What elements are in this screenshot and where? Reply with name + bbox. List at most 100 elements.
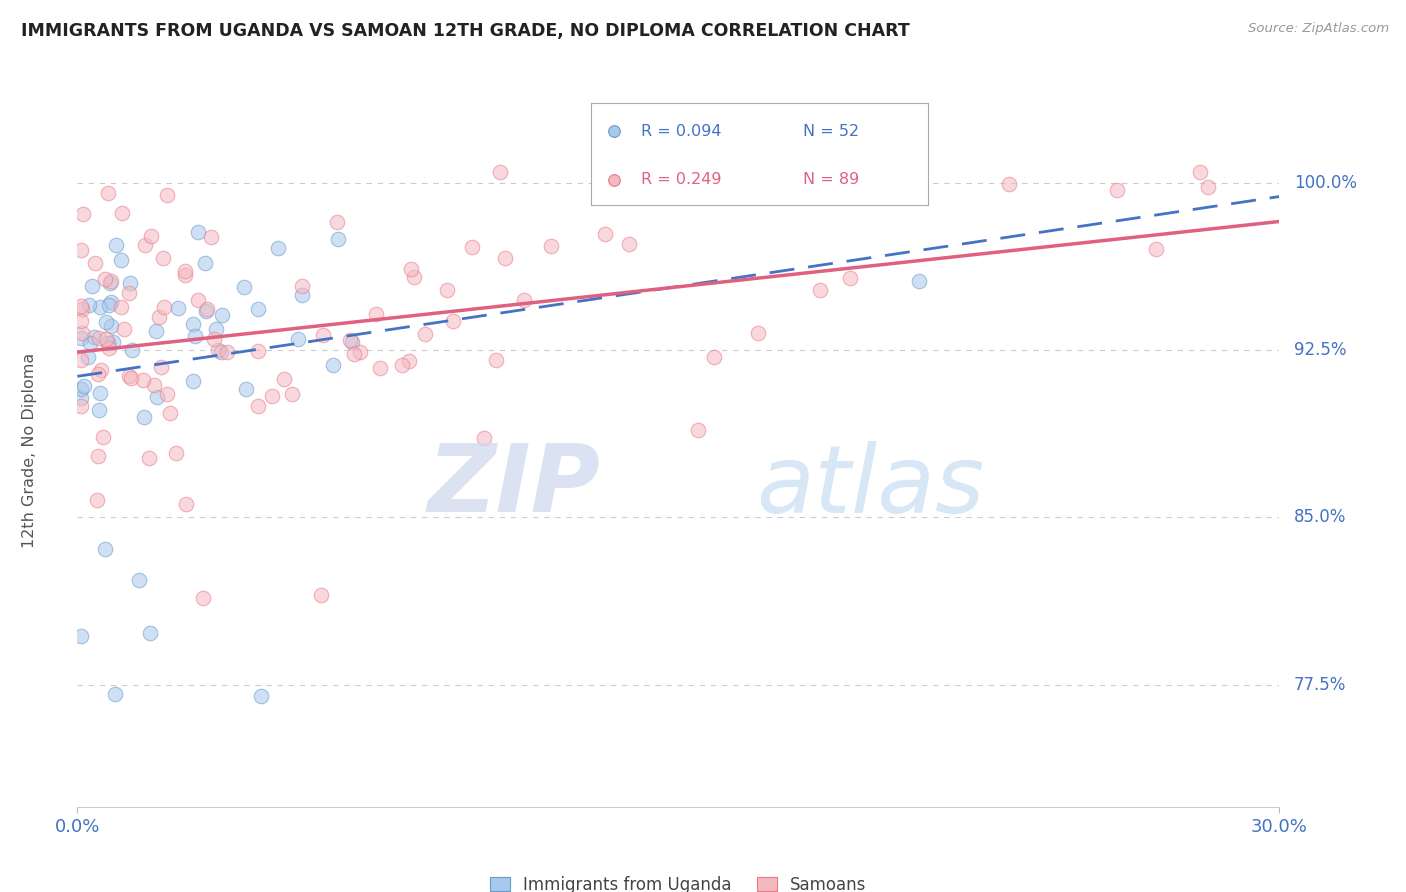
Point [70,628,93,642]
Point [94,271,117,285]
Point [139,626,162,640]
Point [184,328,207,343]
Legend: Immigrants from Uganda, Samoans: Immigrants from Uganda, Samoans [484,869,873,892]
Point [235,382,257,396]
Point [181,318,204,332]
Point [87,449,110,463]
Point [98,277,121,291]
Text: N = 89: N = 89 [803,172,859,187]
Point [110,252,132,267]
Point [89,402,111,417]
Point [96,314,118,328]
Point [472,431,495,445]
Point [89,300,111,314]
Point [211,308,233,322]
Point [110,300,132,314]
Point [322,358,344,372]
Point [441,313,464,327]
Point [998,177,1021,191]
Point [87,331,110,345]
Point [79,335,101,350]
Text: 92.5%: 92.5% [1294,341,1347,359]
Text: R = 0.094: R = 0.094 [641,124,721,139]
Point [747,326,769,340]
Point [159,406,181,420]
Point [460,240,482,254]
Point [77,350,100,364]
Point [207,343,229,358]
Point [104,237,127,252]
Point [593,227,616,241]
Point [194,256,217,270]
Point [808,283,831,297]
Point [326,232,349,246]
Point [209,344,232,359]
Point [399,262,422,277]
Point [326,215,349,229]
Point [391,358,413,372]
Point [70,331,93,345]
Point [70,314,93,328]
Point [398,354,420,368]
Point [146,390,169,404]
Text: Source: ZipAtlas.com: Source: ZipAtlas.com [1249,22,1389,36]
Point [118,286,141,301]
Text: IMMIGRANTS FROM UGANDA VS SAMOAN 12TH GRADE, NO DIPLOMA CORRELATION CHART: IMMIGRANTS FROM UGANDA VS SAMOAN 12TH GR… [21,22,910,40]
Point [370,361,392,376]
Point [489,165,512,179]
Point [149,360,172,375]
Point [267,241,290,255]
Point [200,230,222,244]
Point [110,205,132,219]
Point [94,333,117,347]
Point [132,373,155,387]
Point [195,301,218,316]
Point [349,345,371,359]
Point [436,283,458,297]
Point [513,293,536,307]
Point [686,423,709,437]
Point [339,334,361,348]
Point [84,256,107,270]
Point [247,343,270,358]
Point [703,350,725,364]
Point [70,243,93,257]
Text: 100.0%: 100.0% [1294,174,1357,192]
Point [103,687,125,701]
Point [145,324,167,338]
Point [134,238,156,252]
Point [494,251,516,265]
Point [364,307,387,321]
Point [250,689,273,703]
Point [262,389,284,403]
Point [70,302,93,317]
Point [70,326,93,340]
Point [603,124,626,138]
Point [402,269,425,284]
Point [484,352,506,367]
Point [174,497,197,511]
Point [287,332,309,346]
Point [70,391,93,405]
Point [1105,183,1128,197]
Point [839,271,862,285]
Point [73,378,96,392]
Point [342,335,364,350]
Point [70,299,93,313]
Point [86,492,108,507]
Text: ZIP: ZIP [427,440,600,533]
Point [77,298,100,312]
Text: 12th Grade, No Diploma: 12th Grade, No Diploma [21,353,37,548]
Point [83,330,105,344]
Point [908,274,931,288]
Text: 77.5%: 77.5% [1294,675,1347,694]
Point [156,386,179,401]
Point [114,322,136,336]
Point [100,295,122,310]
Point [141,228,163,243]
Point [91,430,114,444]
Point [195,304,218,318]
Point [291,279,314,293]
Point [617,236,640,251]
Point [186,225,209,239]
